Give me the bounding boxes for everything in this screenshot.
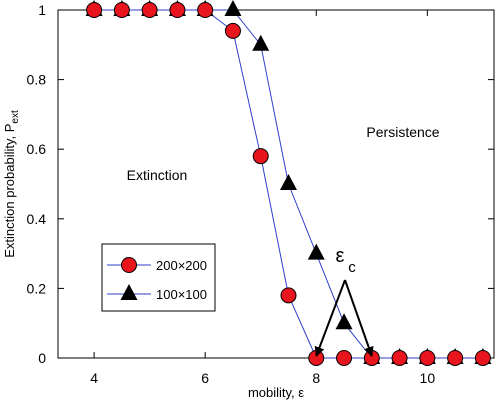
region-label-persistence: Persistence [366,124,439,140]
data-point-circle [224,22,241,39]
y-axis-label-subscript: ext [10,110,21,124]
x-axis-label: mobility, ε [248,385,304,400]
series-markers [85,0,492,366]
legend-marker-triangle [120,284,138,300]
y-tick-label: 0.4 [27,211,47,227]
plot-frame [57,9,495,359]
x-tick-label: 10 [420,370,436,386]
x-tick-label: 4 [90,370,98,386]
data-point-circle [169,2,186,18]
data-point-circle [252,148,269,165]
critical-mobility-annotation: ε c [314,245,374,357]
data-point-circle [86,2,103,18]
x-tick-label: 8 [312,370,320,386]
critical-arrow [344,279,374,357]
legend-marker-circle [121,257,137,273]
data-point-circle [308,350,325,366]
data-point-circle [280,287,297,304]
data-point-circle [419,350,436,366]
axis-ticks: 4 6 8 10 0 0.2 0.4 0.6 0.8 1 [27,2,494,386]
legend-label-100: 100×100 [156,287,207,302]
region-label-extinction: Extinction [127,167,188,183]
y-tick-label: 0.2 [27,280,47,296]
data-point-circle [113,2,130,18]
y-tick-label: 1 [38,2,46,18]
critical-mobility-epsilon: ε [336,245,345,267]
data-point-triangle [307,243,325,260]
y-tick-label: 0 [38,350,46,366]
data-point-triangle [252,34,270,51]
data-point-circle [197,2,214,18]
data-point-circle [391,350,408,366]
data-point-circle [474,350,491,366]
x-tick-label: 6 [201,370,209,386]
data-point-triangle [335,313,353,330]
y-axis-label: Extinction probability, Pext [2,110,21,258]
data-point-circle [363,350,380,366]
data-point-circle [447,350,464,366]
data-point-circle [141,2,158,18]
legend: 200×200 100×100 [101,243,216,312]
legend-label-200: 200×200 [156,258,207,273]
critical-arrows [314,279,374,357]
critical-mobility-subscript: c [348,259,356,276]
y-tick-label: 0.8 [27,72,47,88]
data-point-circle [336,350,353,366]
data-point-triangle [279,174,297,190]
y-axis-label-main: Extinction probability, P [2,124,17,258]
data-point-triangle [224,0,242,16]
critical-arrow [314,279,346,357]
y-tick-label: 0.6 [27,141,47,157]
